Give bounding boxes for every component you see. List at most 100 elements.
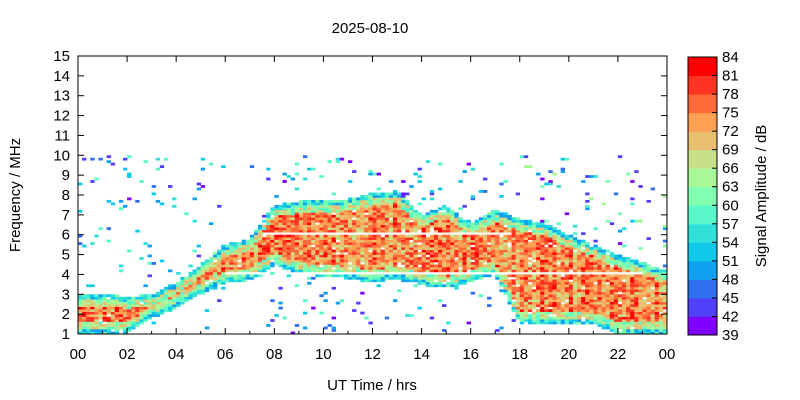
heatmap-cell bbox=[437, 234, 443, 238]
heatmap-cell bbox=[106, 311, 112, 315]
heatmap-cell bbox=[110, 319, 116, 322]
heatmap-cell bbox=[622, 309, 627, 312]
heatmap-cell bbox=[568, 284, 574, 288]
heatmap-cell bbox=[380, 254, 386, 258]
heatmap-cell bbox=[274, 252, 279, 255]
heatmap-cell bbox=[499, 274, 504, 278]
heatmap-cell bbox=[249, 249, 255, 253]
heatmap-cell bbox=[249, 252, 255, 255]
heatmap-cell bbox=[552, 306, 557, 310]
heatmap-cell bbox=[662, 289, 668, 293]
heatmap-cell bbox=[511, 239, 516, 243]
heatmap-cell bbox=[597, 319, 602, 322]
heatmap-cell bbox=[601, 286, 606, 290]
heatmap-cell bbox=[462, 242, 467, 245]
heatmap-cell bbox=[347, 247, 353, 250]
heatmap-cell bbox=[307, 214, 312, 218]
heatmap-cell bbox=[339, 227, 345, 231]
heatmap-cell bbox=[204, 259, 210, 263]
heatmap-cell bbox=[364, 259, 369, 263]
heatmap-cell bbox=[298, 199, 304, 203]
heatmap-cell bbox=[511, 296, 516, 300]
heatmap-cell bbox=[429, 281, 435, 285]
heatmap-cell bbox=[568, 286, 574, 290]
heatmap-cell bbox=[515, 306, 521, 310]
heatmap-cell bbox=[278, 247, 283, 250]
heatmap-cell bbox=[613, 274, 619, 278]
heatmap-cell bbox=[544, 264, 549, 268]
heatmap-cell bbox=[511, 319, 516, 322]
heatmap-cell bbox=[662, 331, 668, 335]
heatmap-cell bbox=[327, 199, 332, 203]
heatmap-cell bbox=[82, 319, 87, 322]
heatmap-cell bbox=[613, 286, 619, 290]
heatmap-cell bbox=[581, 259, 586, 263]
heatmap-cell bbox=[511, 281, 516, 285]
heatmap-cell bbox=[617, 281, 623, 285]
heatmap-cell bbox=[368, 192, 373, 196]
heatmap-cell bbox=[225, 254, 230, 258]
heatmap-cell bbox=[204, 286, 210, 290]
heatmap-cell bbox=[487, 304, 492, 307]
heatmap-cell bbox=[114, 314, 120, 317]
heatmap-cell bbox=[646, 199, 651, 203]
heatmap-cell bbox=[638, 299, 643, 303]
heatmap-cell bbox=[487, 244, 492, 248]
heatmap-cell bbox=[605, 266, 611, 270]
heatmap-cell bbox=[401, 259, 406, 263]
heatmap-cell bbox=[392, 234, 398, 238]
heatmap-cell bbox=[630, 279, 635, 283]
heatmap-cell bbox=[491, 262, 496, 265]
heatmap-cell bbox=[487, 252, 492, 255]
heatmap-cell bbox=[560, 286, 566, 290]
heatmap-cell bbox=[482, 234, 488, 238]
heatmap-cell bbox=[388, 252, 394, 255]
heatmap-cell bbox=[221, 274, 226, 278]
heatmap-cell bbox=[421, 274, 426, 278]
y-tick-label: 13 bbox=[53, 88, 70, 105]
heatmap-cell bbox=[274, 239, 279, 243]
heatmap-cell bbox=[564, 249, 570, 253]
heatmap-cell bbox=[417, 222, 422, 226]
heatmap-cell bbox=[241, 264, 246, 268]
heatmap-cell bbox=[540, 266, 545, 270]
heatmap-cell bbox=[556, 252, 561, 255]
heatmap-cell bbox=[331, 259, 336, 263]
heatmap-cell bbox=[135, 324, 140, 327]
heatmap-cell bbox=[388, 202, 394, 206]
heatmap-cell bbox=[417, 217, 422, 221]
heatmap-cell bbox=[626, 286, 631, 290]
heatmap-cell bbox=[360, 242, 365, 245]
heatmap-cell bbox=[437, 162, 443, 166]
heatmap-cell bbox=[106, 309, 112, 312]
heatmap-cell bbox=[114, 304, 120, 307]
heatmap-cell bbox=[474, 264, 480, 268]
heatmap-cell bbox=[368, 274, 373, 278]
heatmap-cell bbox=[540, 249, 545, 253]
heatmap-cell bbox=[605, 326, 611, 330]
heatmap-cell bbox=[503, 242, 508, 245]
heatmap-cell bbox=[429, 274, 435, 278]
heatmap-cell bbox=[372, 234, 377, 238]
heatmap-cell bbox=[208, 284, 214, 288]
heatmap-cell bbox=[437, 214, 443, 218]
heatmap-cell bbox=[597, 252, 602, 255]
heatmap-cell bbox=[82, 301, 87, 305]
heatmap-cell bbox=[135, 321, 140, 325]
heatmap-cell bbox=[507, 224, 512, 228]
y-tick-label: 11 bbox=[54, 127, 70, 144]
heatmap-cell bbox=[380, 202, 386, 206]
heatmap-cell bbox=[503, 284, 508, 288]
heatmap-cell bbox=[270, 217, 275, 221]
heatmap-cell bbox=[507, 259, 512, 263]
heatmap-cell bbox=[540, 262, 545, 265]
heatmap-cell bbox=[564, 252, 570, 255]
heatmap-cell bbox=[564, 309, 570, 312]
heatmap-cell bbox=[650, 301, 656, 305]
heatmap-cell bbox=[298, 237, 304, 240]
heatmap-cell bbox=[491, 237, 496, 240]
heatmap-cell bbox=[176, 271, 181, 275]
heatmap-cell bbox=[626, 331, 631, 335]
heatmap-cell bbox=[409, 252, 414, 255]
heatmap-cell bbox=[339, 207, 345, 211]
